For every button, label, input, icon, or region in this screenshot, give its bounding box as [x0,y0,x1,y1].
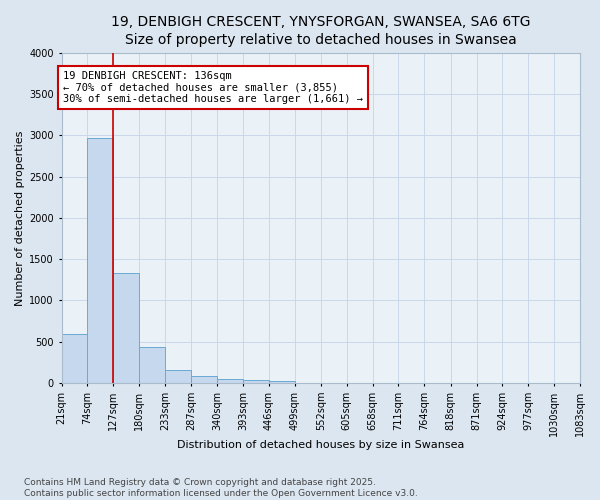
Bar [269,382,295,383]
Bar [243,380,269,383]
Title: 19, DENBIGH CRESCENT, YNYSFORGAN, SWANSEA, SA6 6TG
Size of property relative to : 19, DENBIGH CRESCENT, YNYSFORGAN, SWANSE… [111,15,530,48]
Bar [191,376,217,383]
Text: Contains HM Land Registry data © Crown copyright and database right 2025.
Contai: Contains HM Land Registry data © Crown c… [24,478,418,498]
Bar [139,348,165,383]
Bar [217,379,243,383]
Bar [88,138,113,383]
X-axis label: Distribution of detached houses by size in Swansea: Distribution of detached houses by size … [177,440,464,450]
Y-axis label: Number of detached properties: Number of detached properties [15,130,25,306]
Bar [165,370,191,383]
Bar [113,272,139,383]
Bar [62,334,88,383]
Text: 19 DENBIGH CRESCENT: 136sqm
← 70% of detached houses are smaller (3,855)
30% of : 19 DENBIGH CRESCENT: 136sqm ← 70% of det… [63,71,363,104]
